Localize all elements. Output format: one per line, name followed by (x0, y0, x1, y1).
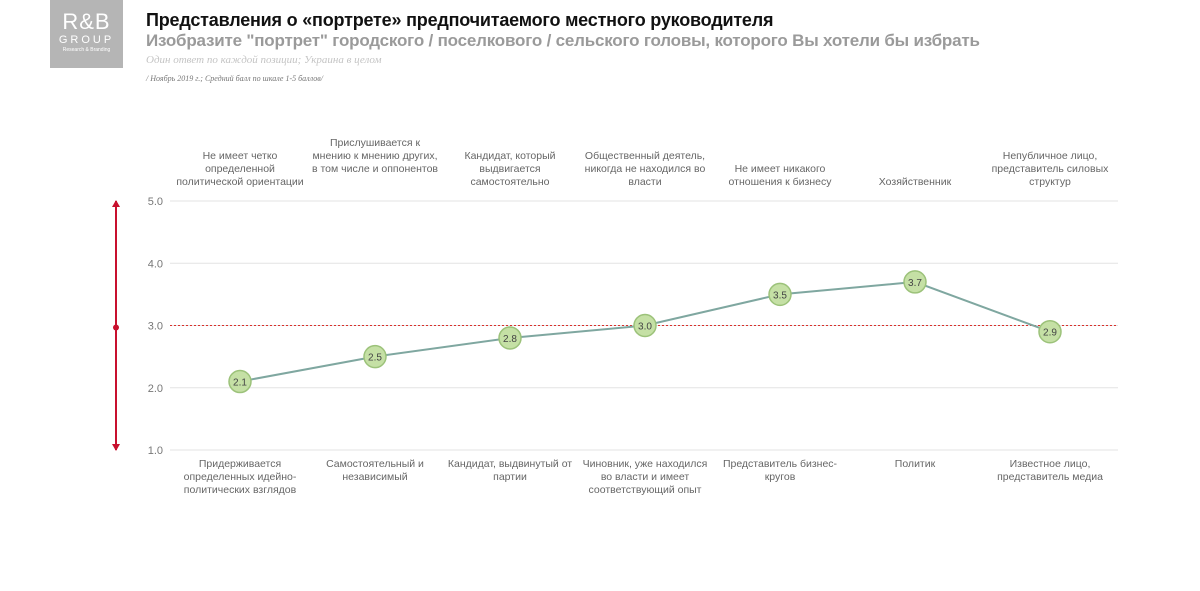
arrow-up-icon (112, 200, 120, 207)
bottom-label: Придерживается определенных идейно-полит… (183, 458, 297, 496)
data-point (498, 326, 522, 350)
top-label: Общественный деятель, никогда не находил… (584, 150, 706, 188)
top-label: Прислушивается к мнению к мнению других,… (311, 137, 438, 175)
data-label: 2.5 (368, 353, 382, 364)
data-label: 3.5 (773, 290, 787, 301)
y-tick-label: 5.0 (148, 196, 163, 208)
data-label: 2.9 (1043, 328, 1057, 339)
y-tick-label: 1.0 (148, 445, 163, 457)
page-subtitle: Изобразите "портрет" городского / поселк… (146, 31, 980, 50)
top-label: Непубличное лицо, представитель силовых … (991, 150, 1109, 188)
top-label: Не имеет четко определенной политической… (176, 150, 304, 188)
logo-text-group: GROUP (58, 34, 115, 46)
base-note: / Ноябрь 2019 г.; Средний балл по шкале … (146, 74, 323, 83)
y-tick-label: 3.0 (148, 321, 163, 333)
top-label: Не имеет никакого отношения к бизнесу (728, 163, 832, 188)
bottom-label: Известное лицо, представитель медиа (997, 458, 1103, 483)
logo: R&B GROUP Research & Branding (50, 0, 123, 68)
logo-tagline: Research & Branding (62, 47, 111, 53)
top-label: Хозяйственник (878, 176, 952, 188)
y-tick-label: 4.0 (148, 258, 163, 270)
bottom-label: Представитель бизнес-кругов (722, 458, 838, 483)
page-title: Представления о «портрете» предпочитаемо… (146, 10, 774, 30)
data-point (363, 344, 387, 369)
logo-text: R&B (62, 9, 111, 34)
data-label: 2.8 (503, 334, 517, 345)
data-label: 2.1 (233, 378, 247, 389)
data-label: 3.0 (638, 322, 652, 333)
bottom-label: Чиновник, уже находился во власти и имее… (582, 458, 708, 496)
data-point (633, 313, 657, 338)
bottom-label: Политик (894, 458, 936, 470)
scale-midpoint (113, 324, 119, 331)
data-label: 3.7 (908, 278, 922, 289)
bottom-label: Самостоятельный и независимый (326, 458, 424, 483)
note: Один ответ по каждой позиции; Украина в … (146, 54, 382, 66)
arrow-down-icon (112, 444, 120, 451)
data-point (228, 369, 252, 394)
top-label: Кандидат, который выдвигается самостояте… (464, 150, 556, 188)
y-tick-label: 2.0 (148, 383, 163, 395)
data-point (1038, 319, 1062, 344)
data-point (768, 282, 792, 307)
bottom-label: Кандидат, выдвинутый от партии (447, 458, 573, 483)
data-point (903, 270, 927, 294)
